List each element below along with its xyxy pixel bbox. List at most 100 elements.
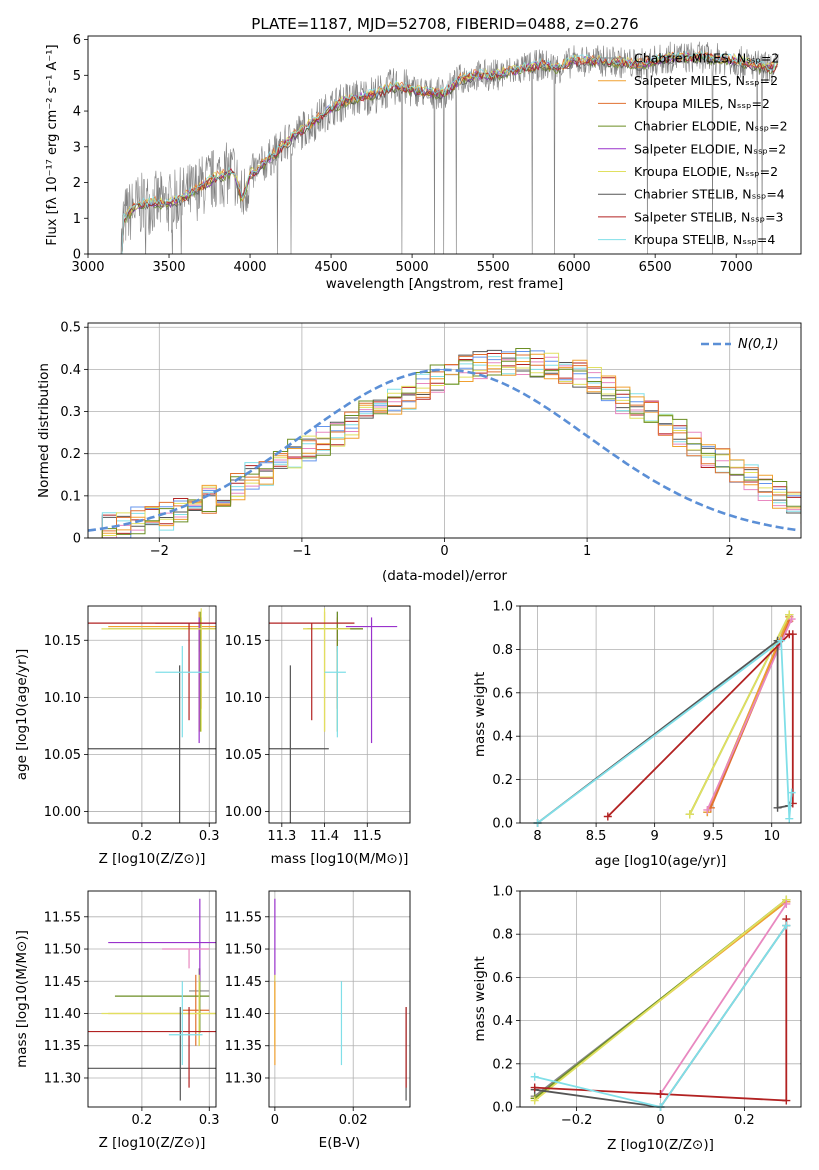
weight-line	[659, 903, 788, 1095]
y-tick-label: 11.55	[44, 910, 81, 925]
weight-marker	[782, 921, 791, 930]
y-tick-label: 3	[73, 140, 81, 155]
y-tick-label: 2	[73, 176, 81, 191]
y-tick-label: 11.35	[44, 1039, 81, 1054]
age_vs_mass-plot-area	[269, 608, 398, 823]
weight_vs_Z-panel: −0.2 0 0.2 0.0 0.2 0.4 0.6 0.8 1.0 Z [log10(Z/Z⊙)…	[472, 885, 802, 1153]
age_vs_Z-plot-area	[88, 608, 216, 823]
x-tick-label: 9.5	[703, 829, 724, 844]
weight-line	[534, 898, 787, 1102]
y-axis-label: mass weight	[472, 956, 488, 1041]
residuals-plot-area	[88, 348, 801, 538]
x-tick-label: 0	[656, 1113, 664, 1128]
axes-frame	[87, 322, 802, 539]
weight-marker	[530, 1096, 539, 1105]
legend-label: Salpeter ELODIE, Nₛₛₚ=2	[634, 141, 786, 156]
x-tick-label: 3000	[71, 260, 104, 275]
y-tick-label: 0.8	[492, 928, 513, 943]
axes-frame	[87, 890, 217, 1108]
x-tick-label: 10	[763, 829, 780, 844]
weight-marker	[787, 615, 796, 624]
weight-marker	[685, 810, 694, 819]
y-tick-label: 6	[73, 33, 81, 48]
legend-label: Kroupa MILES, Nₛₛₚ=2	[634, 96, 770, 111]
y-tick-label: 0.8	[492, 643, 513, 658]
x-tick-label: −1	[292, 544, 311, 559]
legend-label: Salpeter MILES, Nₛₛₚ=2	[634, 73, 778, 88]
legend-label: Chabrier STELIB, Nₛₛₚ=4	[634, 187, 785, 202]
y-tick-label: 0	[73, 248, 81, 263]
y-tick-label: 11.35	[225, 1039, 262, 1054]
y-axis-label: age [log10(age/yr)]	[14, 649, 30, 781]
y-tick-label: 10.00	[44, 805, 81, 820]
y-tick-label: 11.40	[225, 1007, 262, 1022]
legend-label: Salpeter STELIB, Nₛₛₚ=3	[634, 209, 784, 224]
y-axis-label: Flux [fλ 10⁻¹⁷ erg cm⁻² s⁻¹ A⁻¹]	[45, 44, 60, 245]
x-axis-label: Z [log10(Z/Z⊙)]	[607, 1137, 714, 1153]
figure-title: PLATE=1187, MJD=52708, FIBERID=0488, z=0…	[251, 15, 638, 33]
y-tick-label: 10.10	[225, 691, 262, 706]
histogram-step	[88, 349, 801, 538]
weight-line	[537, 638, 793, 824]
x-tick-label: 11.5	[353, 829, 382, 844]
legend-label: Chabrier MILES, Nₛₛₚ=2	[634, 51, 779, 66]
y-axis-label: Normed distribution	[36, 363, 52, 498]
x-axis-label: Z [log10(Z/Z⊙)]	[99, 1135, 206, 1151]
mass_vs_EBV-panel: 0 0.02 11.30 11.35 11.40 11.45 11.50 11.55 E(B-V…	[225, 890, 411, 1151]
weight-marker	[782, 1096, 791, 1105]
x-tick-label: 8	[533, 829, 541, 844]
histogram-step	[88, 353, 801, 538]
mass_vs_Z-panel: 0.2 0.3 11.30 11.35 11.40 11.45 11.50 11.55 Z [l…	[14, 890, 220, 1151]
weight_vs_age-panel: 8 8.5 9 9.5 10 0.0 0.2 0.4 0.6 0.8 1.0 age [log10(a…	[472, 600, 802, 869]
y-tick-label: 11.40	[44, 1007, 81, 1022]
weight-marker	[656, 1090, 665, 1099]
legend-label: N(0,1)	[738, 337, 779, 352]
normal-curve	[88, 368, 799, 532]
y-tick-label: 0.2	[60, 447, 81, 462]
x-tick-label: 4000	[233, 260, 266, 275]
spectrum-panel: 3000 3500 4000 4500 5000 5500 6000 6500 7000 0 1 2 3…	[45, 33, 802, 292]
x-tick-label: 3500	[152, 260, 185, 275]
axes-frame	[87, 35, 802, 255]
x-axis-label: mass [log10(M/M⊙)]	[271, 851, 409, 867]
x-tick-label: 6500	[639, 260, 672, 275]
weight-marker	[785, 814, 794, 823]
y-tick-label: 1.0	[492, 600, 513, 615]
y-tick-label: 11.50	[225, 943, 262, 958]
y-tick-label: 0.0	[492, 817, 513, 832]
mass_vs_Z-plot-area	[88, 898, 216, 1101]
y-tick-label: 0.4	[60, 363, 81, 378]
x-tick-label: 0.02	[339, 1113, 368, 1128]
y-tick-label: 11.50	[44, 943, 81, 958]
x-tick-label: 0	[271, 1113, 279, 1128]
x-tick-label: 9	[651, 829, 659, 844]
spectrum-model-line	[121, 50, 778, 254]
x-tick-label: 0.2	[132, 829, 153, 844]
age_vs_Z-panel: 0.2 0.3 10.00 10.05 10.10 10.15 Z [log10(Z/Z⊙)…	[14, 605, 220, 867]
x-axis-label: wavelength [Angstrom, rest frame]	[326, 276, 564, 292]
y-tick-label: 11.45	[225, 975, 262, 990]
weight-marker	[782, 899, 791, 908]
y-tick-label: 4	[73, 105, 81, 120]
weight-marker	[530, 1083, 539, 1092]
y-tick-label: 0.5	[60, 321, 81, 336]
x-tick-label: 8.5	[586, 829, 607, 844]
x-tick-label: 11.3	[267, 829, 296, 844]
y-tick-label: 0.6	[492, 686, 513, 701]
y-tick-label: 11.55	[225, 910, 262, 925]
x-tick-label: 2	[726, 544, 734, 559]
weight-marker	[787, 788, 796, 797]
y-axis-label: mass weight	[472, 672, 488, 757]
y-tick-label: 0.1	[60, 489, 81, 504]
axes-frame	[87, 605, 217, 824]
age_vs_mass-panel: 11.3 11.4 11.5 10.00 10.05 10.10 10.15 mass [lo…	[225, 605, 411, 867]
axes-frame	[519, 605, 802, 824]
y-tick-label: 0.4	[492, 1014, 513, 1029]
axes-frame	[519, 890, 802, 1108]
y-tick-label: 0.2	[492, 1057, 513, 1072]
x-tick-label: 5000	[396, 260, 429, 275]
spectrum-plot-area	[120, 41, 779, 254]
y-tick-label: 11.30	[44, 1071, 81, 1086]
x-axis-label: Z [log10(Z/Z⊙)]	[99, 851, 206, 867]
